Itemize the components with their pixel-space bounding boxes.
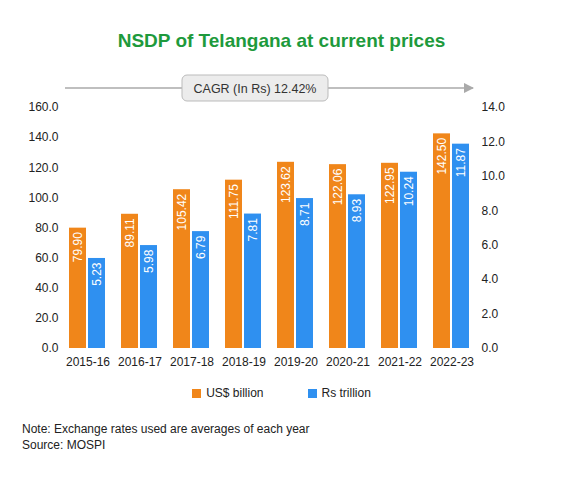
svg-text:89.11: 89.11 xyxy=(123,218,137,247)
svg-text:10.0: 10.0 xyxy=(482,169,506,183)
svg-text:8.71: 8.71 xyxy=(298,202,312,226)
svg-text:40.0: 40.0 xyxy=(35,281,59,295)
svg-text:7.81: 7.81 xyxy=(246,218,260,242)
svg-text:8.0: 8.0 xyxy=(482,204,499,218)
svg-text:2020-21: 2020-21 xyxy=(326,355,370,369)
svg-text:5.23: 5.23 xyxy=(90,262,104,286)
svg-text:8.93: 8.93 xyxy=(350,198,364,222)
svg-text:79.90: 79.90 xyxy=(71,232,85,262)
svg-text:10.24: 10.24 xyxy=(402,176,416,206)
svg-text:2019-20: 2019-20 xyxy=(274,355,318,369)
svg-text:100.0: 100.0 xyxy=(28,191,58,205)
svg-text:140.0: 140.0 xyxy=(28,130,58,144)
svg-text:12.0: 12.0 xyxy=(482,135,506,149)
html-text:US$ billion: US$ billion xyxy=(206,386,264,400)
svg-text:5.98: 5.98 xyxy=(142,249,156,273)
html-text:Source: MOSPI: Source: MOSPI xyxy=(22,438,106,452)
svg-text:14.0: 14.0 xyxy=(482,100,506,114)
svg-text:2021-22: 2021-22 xyxy=(378,355,422,369)
svg-text:2015-16: 2015-16 xyxy=(66,355,110,369)
svg-text:2018-19: 2018-19 xyxy=(222,355,266,369)
svg-text:2017-18: 2017-18 xyxy=(170,355,214,369)
svg-text:0.0: 0.0 xyxy=(482,341,499,355)
svg-text:6.0: 6.0 xyxy=(482,238,499,252)
svg-text:2.0: 2.0 xyxy=(482,307,499,321)
svg-text:6.79: 6.79 xyxy=(194,235,208,259)
html-text:NSDP of Telangana at current p: NSDP of Telangana at current prices xyxy=(117,30,446,51)
svg-text:111.75: 111.75 xyxy=(227,184,241,219)
svg-text:123.62: 123.62 xyxy=(279,166,293,203)
svg-text:11.87: 11.87 xyxy=(454,148,468,177)
svg-text:122.06: 122.06 xyxy=(331,168,345,205)
svg-text:160.0: 160.0 xyxy=(28,100,58,114)
svg-text:CAGR (In Rs) 12.42%: CAGR (In Rs) 12.42% xyxy=(194,82,317,96)
svg-text:2022-23: 2022-23 xyxy=(430,355,474,369)
svg-text:142.50: 142.50 xyxy=(435,138,449,175)
svg-text:4.0: 4.0 xyxy=(482,272,499,286)
html-text:Note: Exchange rates used are: Note: Exchange rates used are averages o… xyxy=(22,422,310,436)
svg-text:120.0: 120.0 xyxy=(28,161,58,175)
svg-text:80.0: 80.0 xyxy=(35,221,59,235)
svg-text:122.95: 122.95 xyxy=(383,167,397,204)
svg-text:0.0: 0.0 xyxy=(42,341,59,355)
svg-text:2016-17: 2016-17 xyxy=(118,355,162,369)
svg-text:60.0: 60.0 xyxy=(35,251,59,265)
svg-text:105.42: 105.42 xyxy=(175,193,189,230)
html-text:Rs trillion: Rs trillion xyxy=(321,386,371,400)
svg-text:20.0: 20.0 xyxy=(35,311,59,325)
